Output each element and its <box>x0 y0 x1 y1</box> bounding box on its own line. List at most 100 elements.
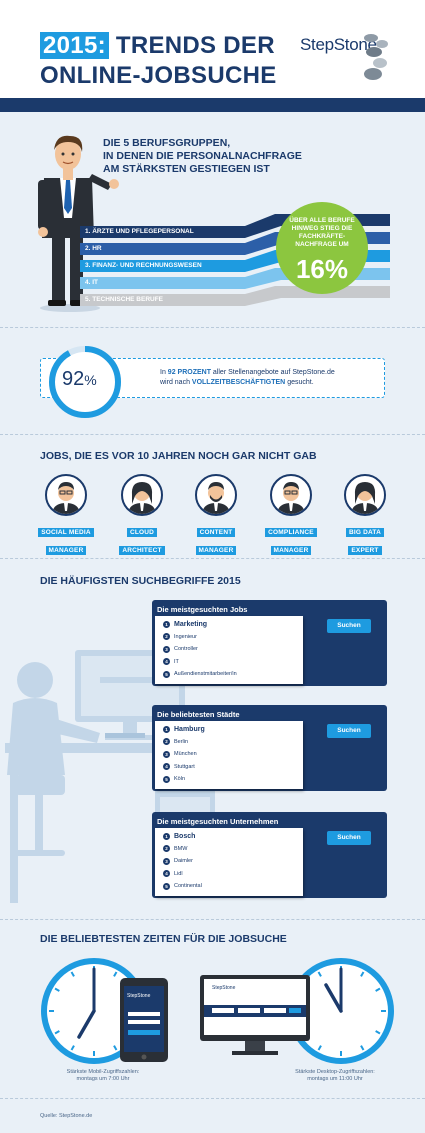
search-panel-cities: Die beliebtesten Städte 1 Hamburg 2 Berlin 3 M… <box>152 705 387 791</box>
search-list-item[interactable]: 5 Außendienstmitarbeiter/in <box>163 669 237 679</box>
job-label-5: BIG DATA EXPERT <box>337 521 393 557</box>
divider-1 <box>0 327 425 328</box>
search-list-item[interactable]: 4 Stuttgart <box>163 762 195 772</box>
source-note: Quelle: StepStone.de <box>40 1113 93 1119</box>
header-band <box>0 98 425 112</box>
search-item-label: Ingenieur <box>174 633 197 640</box>
search-item-label: Hamburg <box>174 725 205 733</box>
times-title: DIE BELIEBTESTEN ZEITEN FÜR DIE JOBSUCHE <box>40 933 287 945</box>
search-dropdown-list: 1 Bosch 2 BMW 3 Daimler 4 Lidl 5 Continental <box>155 828 303 896</box>
profession-stripe-5: 5. TECHNISCHE BERUFE <box>80 294 245 306</box>
growth-line-4: NACHFRAGE UM <box>295 241 349 248</box>
stones-icon <box>364 34 388 80</box>
search-list-item[interactable]: 3 München <box>163 749 197 759</box>
job-label-4: COMPLIANCE MANAGER <box>263 521 319 557</box>
search-list-item[interactable]: 1 Hamburg <box>163 724 205 734</box>
rank-badge: 4 <box>163 870 170 877</box>
fulltime-value: 92% <box>62 368 97 391</box>
divider-5 <box>0 1098 425 1099</box>
professions-title-line-2: IN DENEN DIE PERSONALNACHFRAGE <box>103 150 302 162</box>
search-item-label: Lidl <box>174 870 183 877</box>
search-list-item[interactable]: 2 BMW <box>163 844 187 854</box>
job-label-line-1: COMPLIANCE <box>265 528 317 537</box>
job-label-2: CLOUD ARCHITECT <box>114 521 170 557</box>
search-button[interactable]: Suchen <box>327 831 371 845</box>
rank-badge: 2 <box>163 738 170 745</box>
rank-badge: 4 <box>163 763 170 770</box>
job-label-line-2: EXPERT <box>348 546 382 555</box>
search-panel-companies: Die meistgesuchten Unternehmen 1 Bosch 2 BMW… <box>152 812 387 898</box>
search-list-item[interactable]: 2 Berlin <box>163 737 188 747</box>
search-list-item[interactable]: 5 Continental <box>163 881 202 891</box>
rank-badge: 5 <box>163 775 170 783</box>
rank-badge: 1 <box>163 832 170 840</box>
search-item-label: Stuttgart <box>174 763 195 770</box>
search-panel-title: Die meistgesuchten Jobs <box>157 605 248 614</box>
search-list-item[interactable]: 4 IT <box>163 657 179 667</box>
fulltime-percent-sign: % <box>84 372 97 388</box>
search-dropdown-list: 1 Hamburg 2 Berlin 3 München 4 Stuttgart 5 Köln <box>155 721 303 789</box>
job-avatar-2 <box>121 474 163 516</box>
professions-title-line-1: DIE 5 BERUFSGRUPPEN, <box>103 137 231 149</box>
divider-4 <box>0 919 425 920</box>
job-label-line-1: CONTENT <box>196 528 236 537</box>
search-button[interactable]: Suchen <box>327 724 371 738</box>
rank-badge: 1 <box>163 620 170 628</box>
growth-value: 16% <box>295 254 349 284</box>
title-year: 2015: <box>40 32 109 59</box>
phone-logo: StepStone <box>127 993 151 999</box>
smartphone-icon <box>120 978 168 1062</box>
rank-badge: 3 <box>163 857 170 865</box>
search-item-label: Marketing <box>174 620 208 628</box>
fulltime-number: 92 <box>62 368 85 390</box>
search-item-label: Berlin <box>174 738 189 745</box>
rank-badge: 5 <box>163 670 170 678</box>
search-list-item[interactable]: 4 Lidl <box>163 869 183 879</box>
search-panel-jobs: Die meistgesuchten Jobs 1 Marketing 2 Ingeni… <box>152 600 387 686</box>
search-panel-title: Die beliebtesten Städte <box>157 710 240 719</box>
rank-badge: 2 <box>163 845 170 852</box>
growth-circle: ÜBER ALLE BERUFE HINWEG STIEG DIE FACHKR… <box>276 202 368 294</box>
profession-stripe-2: 2. HR <box>80 243 245 255</box>
search-item-label: Bosch <box>174 832 196 840</box>
profession-stripe-1: 1. ÄRZTE UND PFLEGEPERSONAL <box>80 226 245 238</box>
businessman-illustration <box>38 135 119 312</box>
rank-badge: 3 <box>163 645 170 653</box>
search-dropdown-list: 1 Marketing 2 Ingenieur 3 Controller 4 IT 5 Außen… <box>155 616 303 684</box>
desktop-monitor-icon <box>200 975 310 1055</box>
job-label-line-2: MANAGER <box>45 546 87 555</box>
growth-line-1: ÜBER ALLE BERUFE <box>289 217 355 224</box>
professions-title: DIE 5 BERUFSGRUPPEN, IN DENEN DIE PERSON… <box>103 137 302 176</box>
job-label-line-2: MANAGER <box>195 546 237 555</box>
growth-circle-text: ÜBER ALLE BERUFE HINWEG STIEG DIE FACHKR… <box>276 217 368 249</box>
divider-3 <box>0 558 425 559</box>
job-label-1: SOCIAL MEDIA MANAGER <box>38 521 94 557</box>
search-item-label: Außendienstmitarbeiter/in <box>174 671 237 677</box>
search-list-item[interactable]: 1 Bosch <box>163 831 195 841</box>
search-panel-title: Die meistgesuchten Unternehmen <box>157 817 279 826</box>
search-button[interactable]: Suchen <box>327 619 371 633</box>
search-item-label: IT <box>174 658 179 665</box>
job-avatar-4 <box>270 474 312 516</box>
job-label-3: CONTENT MANAGER <box>188 521 244 557</box>
search-item-label: BMW <box>174 845 188 852</box>
stepstone-logo: StepStone <box>300 35 377 54</box>
job-label-line-1: SOCIAL MEDIA <box>38 528 94 537</box>
search-item-label: Köln <box>174 776 186 782</box>
rank-badge: 1 <box>163 725 170 733</box>
search-list-item[interactable]: 3 Daimler <box>163 856 193 866</box>
mobile-caption: Stärkste Mobil-Zugriffszahlen: montags u… <box>66 1069 140 1082</box>
search-list-item[interactable]: 2 Ingenieur <box>163 632 197 642</box>
desktop-caption: Stärkste Desktop-Zugriffszahlen: montags… <box>295 1069 375 1082</box>
fulltime-ring <box>49 346 121 418</box>
title-text-1: TRENDS DER <box>115 32 275 59</box>
search-item-label: Controller <box>174 646 198 652</box>
job-label-line-1: CLOUD <box>126 528 158 537</box>
search-list-item[interactable]: 5 Köln <box>163 774 185 784</box>
search-list-item[interactable]: 3 Controller <box>163 644 198 654</box>
profession-stripe-4: 4. IT <box>80 277 245 289</box>
search-list-item[interactable]: 1 Marketing <box>163 619 207 629</box>
rank-badge: 2 <box>163 633 170 640</box>
job-label-line-2: MANAGER <box>270 546 312 555</box>
rank-badge: 3 <box>163 750 170 758</box>
